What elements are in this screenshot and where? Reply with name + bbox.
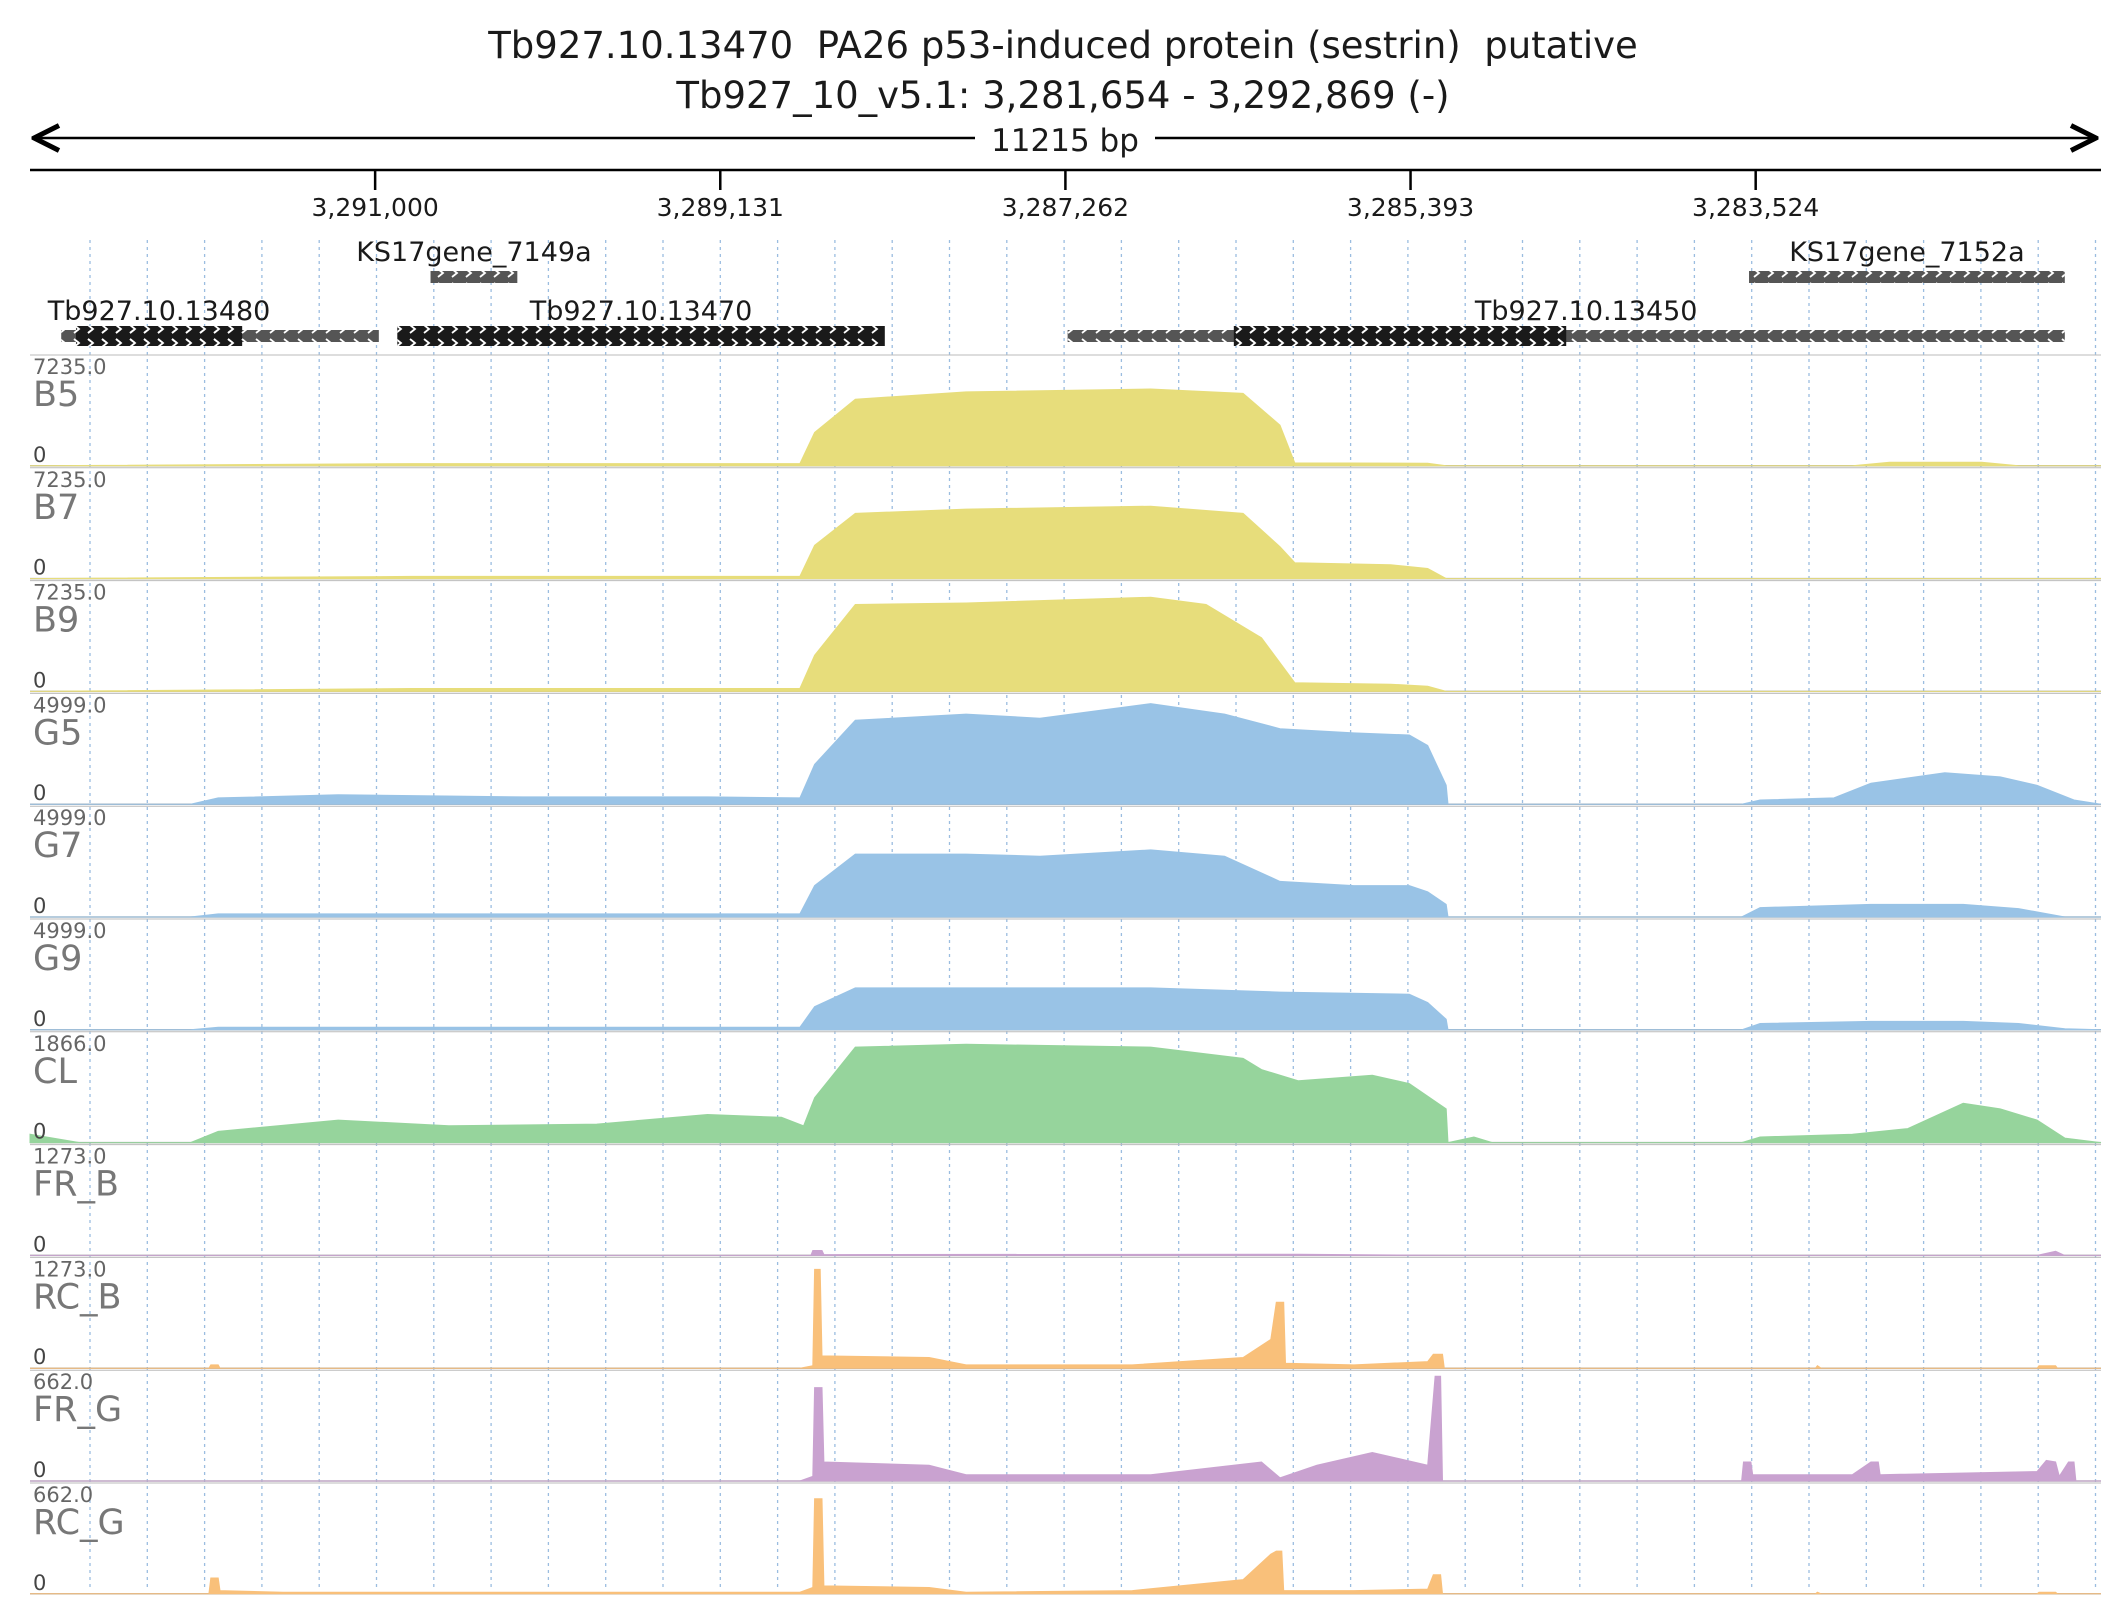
coverage-area [29, 388, 2101, 467]
gene-strand-arrows [1067, 330, 2065, 342]
gene-strand-arrows [397, 326, 885, 346]
track-min-label: 0 [33, 781, 46, 805]
gene-strand-arrows [430, 271, 518, 283]
track-name: B5 [33, 375, 79, 415]
track-name: RC_G [33, 1503, 125, 1543]
x-tick-label: 3,291,000 [312, 193, 439, 222]
track-max-label: 7235.0 [33, 355, 106, 379]
track-b5: 7235.0B5 0 [29, 354, 2101, 467]
track-rc_g: 662.0RC_G 0 [30, 1482, 2101, 1595]
track-b7: 7235.0B7 0 [29, 467, 2101, 580]
track-min-label: 0 [33, 894, 46, 918]
track-max-label: 7235.0 [33, 468, 106, 492]
track-name: G9 [33, 939, 82, 979]
track-min-label: 0 [33, 443, 46, 467]
track-min-label: 0 [33, 1571, 46, 1595]
track-fr_b: 1273.0FR_B 0 [30, 1144, 2101, 1256]
track-max-label: 4999.0 [33, 806, 106, 830]
track-name: CL [33, 1052, 77, 1092]
track-min-label: 0 [33, 1458, 46, 1482]
track-max-label: 1273.0 [33, 1257, 106, 1281]
gene-label: KS17gene_7149a [356, 237, 591, 268]
track-max-label: 662.0 [33, 1483, 93, 1507]
gene-model: KS17gene_7149a [356, 237, 592, 283]
track-fr_g: 662.0FR_G 0 [30, 1369, 2101, 1482]
gene-models: KS17gene_7149a Tb927.10.13480 Tb927.10.134… [47, 237, 2065, 346]
x-tick-label: 3,285,393 [1347, 193, 1474, 222]
gene-label: Tb927.10.13450 [1474, 296, 1698, 327]
track-name: B7 [33, 488, 79, 528]
track-min-label: 0 [33, 556, 46, 580]
track-min-label: 0 [33, 668, 46, 692]
track-g7: 4999.0G7 0 [30, 805, 2101, 918]
chart-title: Tb927.10.13470 PA26 p53-induced protein … [488, 24, 1638, 67]
track-max-label: 662.0 [33, 1370, 93, 1394]
gene-model: Tb927.10.13480 [47, 296, 379, 346]
track-max-label: 1273.0 [33, 1145, 106, 1169]
track-max-label: 4999.0 [33, 919, 106, 943]
track-name: RC_B [33, 1277, 122, 1317]
track-max-label: 4999.0 [33, 693, 106, 717]
x-tick-label: 3,287,262 [1002, 193, 1129, 222]
track-max-label: 1866.0 [33, 1032, 106, 1056]
track-cl: 1866.0CL 0 [29, 1031, 2102, 1144]
track-rc_b: 1273.0RC_B 0 [30, 1256, 2101, 1369]
track-name: G7 [33, 826, 82, 866]
coverage-area [30, 703, 2102, 805]
coverage-area [30, 1375, 2101, 1482]
x-tick-label: 3,283,524 [1692, 193, 1819, 222]
track-min-label: 0 [33, 1345, 46, 1369]
track-g5: 4999.0G5 0 [30, 692, 2102, 805]
track-name: FR_B [33, 1165, 119, 1205]
coverage-area [29, 505, 2101, 580]
coverage-area [30, 1498, 2101, 1595]
x-tick-label: 3,289,131 [657, 193, 784, 222]
locus-subtitle: Tb927_10_v5.1: 3,281,654 - 3,292,869 (-) [676, 74, 1450, 117]
coverage-area [30, 849, 2101, 918]
gene-model: KS17gene_7152a [1749, 237, 2065, 283]
track-min-label: 0 [33, 1120, 46, 1144]
coverage-area [29, 596, 2101, 692]
gene-strand-arrows [61, 330, 379, 342]
gene-label: Tb927.10.13470 [529, 296, 753, 327]
track-name: G5 [33, 713, 82, 753]
gene-strand-arrows [1749, 271, 2065, 283]
track-g9: 4999.0G9 0 [30, 918, 2102, 1031]
coverage-area [30, 1268, 2101, 1369]
track-name: B9 [33, 601, 79, 641]
track-name: FR_G [33, 1390, 122, 1430]
coverage-area [29, 1043, 2102, 1144]
gene-label: Tb927.10.13480 [47, 296, 271, 327]
span-label: 11215 bp [991, 123, 1139, 159]
coverage-tracks: 7235.0B507235.0B707235.0B904999.0G504999… [29, 354, 2102, 1595]
x-axis: 11215 bp 3,291,000 3,289,131 3,287,262 3,28… [30, 123, 2101, 222]
coverage-area [30, 987, 2102, 1031]
gene-label: KS17gene_7152a [1789, 237, 2024, 268]
track-min-label: 0 [33, 1007, 46, 1031]
track-b9: 7235.0B9 0 [29, 580, 2101, 692]
gene-model: Tb927.10.13450 [1067, 296, 2065, 346]
track-max-label: 7235.0 [33, 581, 106, 605]
coverage-area [30, 1250, 2101, 1256]
track-min-label: 0 [33, 1232, 46, 1256]
gene-model: Tb927.10.13470 [397, 296, 885, 346]
